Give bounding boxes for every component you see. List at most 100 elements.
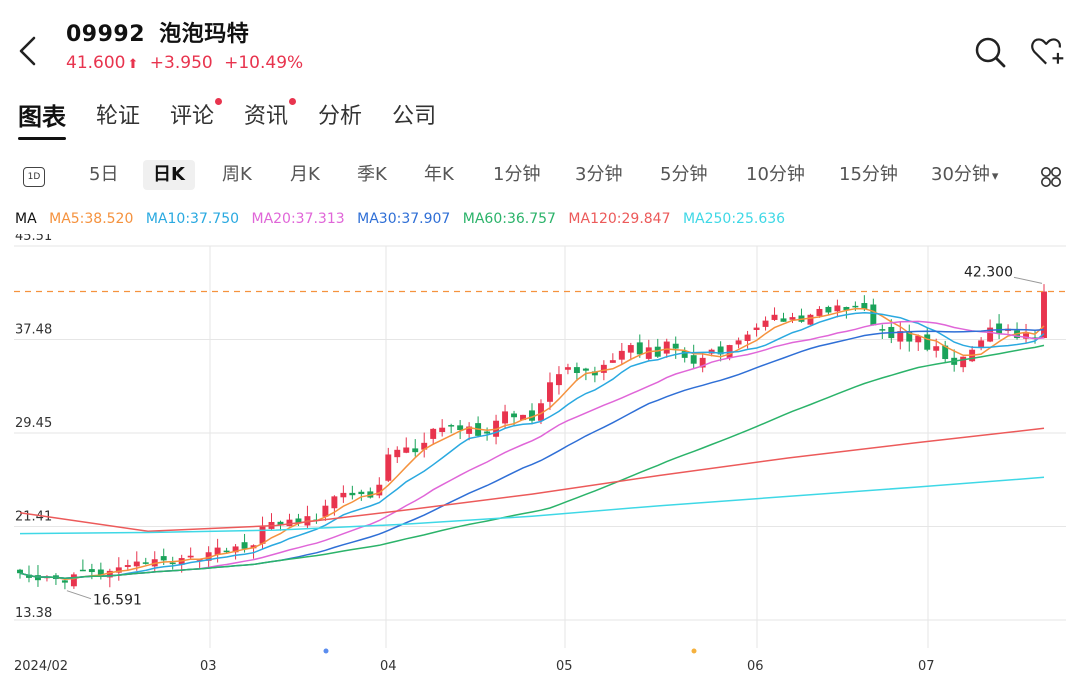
candle-body xyxy=(448,425,455,427)
y-tick-label: 37.48 xyxy=(15,322,52,337)
candle-body xyxy=(555,374,562,386)
x-tick-label: 2024/02 xyxy=(14,659,68,674)
x-tick-label: 07 xyxy=(918,659,935,674)
candle-body xyxy=(744,334,751,341)
candle-body xyxy=(250,545,257,549)
candle-body xyxy=(241,542,248,549)
candle-body xyxy=(430,428,437,439)
candle-body xyxy=(70,574,77,587)
candle-body xyxy=(61,580,68,583)
candle-body xyxy=(735,340,742,345)
candle-body xyxy=(538,403,544,421)
y-tick-label: 13.38 xyxy=(15,606,52,621)
day-badge-icon[interactable]: 1D xyxy=(23,167,45,187)
event-marker xyxy=(691,648,697,654)
candle-body xyxy=(915,335,922,343)
candle-body xyxy=(852,305,859,308)
x-tick-label: 03 xyxy=(200,659,217,674)
candle-body xyxy=(259,526,266,544)
candle-body xyxy=(547,382,553,402)
ma60-line xyxy=(19,344,1045,580)
stock-title: 09992 泡泡玛特 xyxy=(66,16,249,48)
notification-dot xyxy=(215,98,223,105)
price-change-pct: +10.49% xyxy=(224,53,304,73)
ma250-label: MA250:25.636 xyxy=(682,211,786,227)
candle-body xyxy=(358,491,365,495)
candle-body xyxy=(645,347,652,359)
candle-body xyxy=(690,355,697,364)
candle-body xyxy=(394,449,401,458)
candle-body xyxy=(600,364,607,373)
layout-grid-icon[interactable] xyxy=(1040,166,1062,188)
candle-body xyxy=(421,442,428,450)
candle-body xyxy=(807,314,814,325)
tab-chart[interactable]: 图表 xyxy=(18,100,66,140)
period-weekly-k[interactable]: 周K xyxy=(222,164,252,185)
candle-body xyxy=(286,519,293,527)
notification-dot xyxy=(289,98,297,105)
candle-body xyxy=(412,448,419,453)
candle-body xyxy=(825,306,832,313)
candle-body xyxy=(726,345,733,358)
candle-body xyxy=(142,562,149,564)
candle-body xyxy=(205,552,212,561)
period-10min[interactable]: 10分钟 xyxy=(746,164,805,185)
ma10-line xyxy=(19,312,1045,580)
period-quarterly-k[interactable]: 季K xyxy=(357,164,387,185)
candle-body xyxy=(160,556,167,561)
candle-body xyxy=(933,346,940,351)
candle-body xyxy=(753,327,760,330)
candle-body xyxy=(924,334,931,350)
candle-body xyxy=(717,346,724,355)
candle-body xyxy=(484,431,491,434)
candle-body xyxy=(385,454,392,481)
ma250-line xyxy=(19,476,1045,535)
tab-comments[interactable]: 评论 xyxy=(170,98,223,136)
candle-body xyxy=(169,562,176,565)
period-15min[interactable]: 15分钟 xyxy=(839,164,898,185)
period-yearly-k[interactable]: 年K xyxy=(424,164,454,185)
search-icon[interactable] xyxy=(972,34,1008,70)
tab-analysis[interactable]: 分析 xyxy=(318,104,363,129)
period-daily-k[interactable]: 日K xyxy=(143,160,195,190)
period-1min[interactable]: 1分钟 xyxy=(493,164,541,185)
candle-body xyxy=(897,331,904,342)
ma-prefix: MA xyxy=(15,211,37,227)
tab-news[interactable]: 资讯 xyxy=(244,98,297,136)
candle-body xyxy=(223,550,230,553)
candle-body xyxy=(609,360,616,363)
candle-body xyxy=(573,367,580,373)
candle-body xyxy=(627,345,634,353)
candle-body xyxy=(780,318,787,322)
candle-body xyxy=(277,521,284,526)
high-annotation-leader xyxy=(1013,276,1043,284)
candle-body xyxy=(789,317,796,320)
candle-body xyxy=(762,320,769,327)
candle-body xyxy=(987,327,994,342)
tab-company[interactable]: 公司 xyxy=(392,104,437,129)
period-monthly-k[interactable]: 月K xyxy=(290,164,320,185)
candle-body xyxy=(295,518,302,524)
dropdown-caret-icon: ▾ xyxy=(991,169,999,184)
period-5min[interactable]: 5分钟 xyxy=(660,164,708,185)
candle-body xyxy=(79,569,86,572)
candle-body xyxy=(636,342,643,355)
price-change: +3.950 xyxy=(149,53,213,73)
period-30min[interactable]: 30分钟 ▾ xyxy=(931,164,999,185)
ma120-label: MA120:29.847 xyxy=(568,211,671,227)
back-icon[interactable] xyxy=(14,34,44,68)
ma5-line xyxy=(19,307,1045,581)
low-annotation: 16.591 xyxy=(93,593,142,609)
ma10-label: MA10:37.750 xyxy=(145,211,240,227)
period-5day[interactable]: 5日 xyxy=(89,164,119,185)
high-annotation: 42.300 xyxy=(964,264,1013,280)
ma20-line xyxy=(19,320,1045,580)
last-price: 41.600 xyxy=(66,53,126,73)
favorite-add-icon[interactable] xyxy=(1030,34,1066,70)
tab-warrants[interactable]: 轮证 xyxy=(96,104,141,129)
period-3min[interactable]: 3分钟 xyxy=(575,164,623,185)
candle-body xyxy=(502,411,509,424)
candle-body xyxy=(906,330,913,342)
candle-body xyxy=(942,345,949,360)
